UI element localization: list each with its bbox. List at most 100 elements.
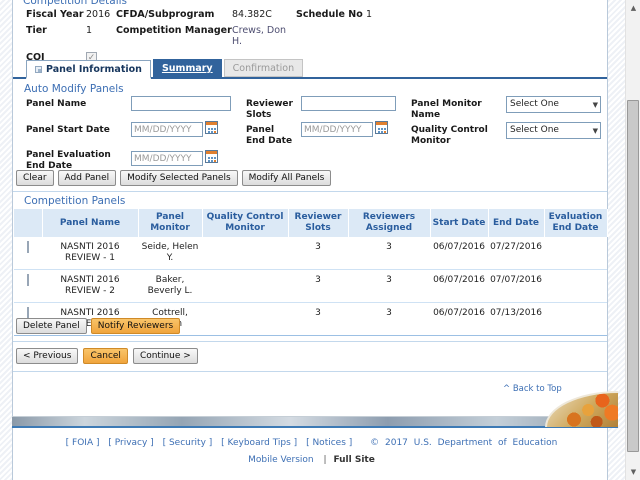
vertical-scrollbar[interactable]: ▲ ▼ <box>625 0 640 480</box>
auto-modify-heading: Auto Modify Panels <box>24 83 124 95</box>
continue-button[interactable]: Continue > <box>132 348 198 364</box>
previous-button[interactable]: < Previous <box>16 348 79 364</box>
reviewers-assigned-cell: 3 <box>348 237 430 270</box>
back-to-top-link[interactable]: ^ Back to Top <box>503 384 562 394</box>
panel-monitor-cell: Baker, Beverly L. <box>138 269 202 303</box>
tab-confirmation: Confirmation <box>223 59 304 77</box>
panel-name-input[interactable] <box>131 96 231 111</box>
tab-summary[interactable]: Summary <box>152 59 222 77</box>
full-site-label: Full Site <box>333 455 375 465</box>
reviewer-slots-header: Reviewer Slots <box>288 209 349 237</box>
notices-link[interactable]: [ Notices ] <box>306 438 353 448</box>
reviewers-assigned-cell: 3 <box>348 269 430 303</box>
panel-evaluation-end-date-label: Panel Evaluation End Date <box>26 150 111 171</box>
evaluation-end-date-cell <box>544 302 607 336</box>
tier-value: 1 <box>86 25 93 36</box>
quality-control-monitor-select-value: Select One <box>510 125 559 135</box>
privacy-link[interactable]: [ Privacy ] <box>108 438 154 448</box>
mobile-version-link[interactable]: Mobile Version <box>248 455 314 465</box>
reviewer-slots-label: Reviewer Slots <box>246 99 293 120</box>
end-date-header: End Date <box>488 209 545 237</box>
foia-link[interactable]: [ FOIA ] <box>65 438 100 448</box>
panel-monitor-header: Panel Monitor <box>138 209 203 237</box>
qc-monitor-header: Quality Control Monitor <box>202 209 289 237</box>
divider <box>13 341 607 342</box>
competition-manager-label: Competition Manager <box>116 25 232 36</box>
panel-monitor-name-label: Panel Monitor Name <box>411 99 482 120</box>
start-date-cell: 06/07/2016 <box>430 237 488 270</box>
reviewer-slots-cell: 3 <box>288 269 348 303</box>
panel-name-cell: NASNTI 2016 REVIEW - 1 <box>42 237 138 270</box>
calendar-icon[interactable] <box>205 150 218 163</box>
calendar-icon[interactable] <box>375 121 388 134</box>
qc-monitor-cell <box>202 302 288 336</box>
security-link[interactable]: [ Security ] <box>162 438 213 448</box>
quality-control-monitor-select[interactable]: Select One ▼ <box>506 122 601 139</box>
row-checkbox[interactable] <box>27 307 29 319</box>
scrollbar-thumb[interactable] <box>627 100 639 452</box>
tab-marker-icon <box>35 66 42 73</box>
reviewer-slots-cell: 3 <box>288 237 348 270</box>
details-row-2: Tier 1 Competition Manager Crews, Don H. <box>26 25 386 47</box>
row-checkbox[interactable] <box>27 274 29 286</box>
table-row: NASNTI 2016 REVIEW - 1 Seide, Helen Y. 3… <box>14 237 607 270</box>
row-checkbox[interactable] <box>27 241 29 253</box>
panel-evaluation-end-date-input[interactable] <box>131 151 203 166</box>
schedule-no-label: Schedule No <box>296 9 363 20</box>
start-date-cell: 06/07/2016 <box>430 269 488 303</box>
scroll-down-arrow-icon[interactable]: ▼ <box>626 464 640 480</box>
panel-end-date-input[interactable] <box>301 122 373 137</box>
competition-manager-value: Crews, Don H. <box>232 25 287 47</box>
add-panel-button[interactable]: Add Panel <box>57 170 117 186</box>
panel-end-date-label: Panel End Date <box>246 125 293 146</box>
wizard-navigation: < Previous Cancel Continue > <box>16 348 198 364</box>
qc-monitor-cell <box>202 269 288 303</box>
start-date-cell: 06/07/2016 <box>430 302 488 336</box>
scroll-up-arrow-icon[interactable]: ▲ <box>626 0 640 16</box>
divider <box>13 371 607 372</box>
end-date-cell: 07/13/2016 <box>488 302 544 336</box>
panel-monitor-select[interactable]: Select One ▼ <box>506 96 601 113</box>
copyright-text: © 2017 U.S. Department of Education <box>370 438 558 448</box>
table-actions: Delete Panel Notify Reviewers <box>16 318 181 334</box>
tab-panel-information[interactable]: Panel Information <box>26 60 151 79</box>
modify-selected-panels-button[interactable]: Modify Selected Panels <box>120 170 238 186</box>
footer-separator: | <box>323 455 327 465</box>
panel-start-date-input[interactable] <box>131 122 203 137</box>
qc-monitor-cell <box>202 237 288 270</box>
keyboard-tips-link[interactable]: [ Keyboard Tips ] <box>221 438 298 448</box>
decorative-wave-band <box>12 416 618 428</box>
end-date-cell: 07/27/2016 <box>488 237 544 270</box>
reviewers-assigned-cell: 3 <box>348 302 430 336</box>
clear-button[interactable]: Clear <box>16 170 54 186</box>
tier-label: Tier <box>26 25 47 36</box>
footer-site-row: Mobile Version | Full Site <box>13 455 607 465</box>
competition-details-heading: Competition Details <box>23 0 127 7</box>
panel-name-label: Panel Name <box>26 99 87 109</box>
evaluation-end-date-cell <box>544 237 607 270</box>
calendar-icon[interactable] <box>205 121 218 134</box>
reviewer-slots-input[interactable] <box>301 96 396 111</box>
cancel-button[interactable]: Cancel <box>83 348 128 364</box>
cfda-label: CFDA/Subprogram <box>116 9 215 20</box>
notify-reviewers-button[interactable]: Notify Reviewers <box>90 318 181 334</box>
modify-all-panels-button[interactable]: Modify All Panels <box>241 170 332 186</box>
divider <box>13 191 607 192</box>
panel-name-cell: NASNTI 2016 REVIEW - 2 <box>42 269 138 303</box>
evaluation-end-date-header: Evaluation End Date <box>544 209 608 237</box>
delete-panel-button[interactable]: Delete Panel <box>16 318 87 334</box>
competition-panels-heading: Competition Panels <box>24 195 126 207</box>
schedule-no-value: 1 <box>366 9 373 20</box>
table-row: NASNTI 2016 REVIEW - 2 Baker, Beverly L.… <box>14 269 607 303</box>
auto-modify-actions: Clear Add Panel Modify Selected Panels M… <box>16 170 332 186</box>
panel-start-date-label: Panel Start Date <box>26 125 110 135</box>
details-row-1: Fiscal Year 2016 CFDA/Subprogram 84.382C… <box>26 9 386 20</box>
select-column-header <box>14 209 43 237</box>
end-date-cell: 07/07/2016 <box>488 269 544 303</box>
quality-control-monitor-label: Quality Control Monitor <box>411 125 488 146</box>
fiscal-year-label: Fiscal Year <box>26 9 84 20</box>
panel-name-header: Panel Name <box>42 209 139 237</box>
fiscal-year-value: 2016 <box>86 9 111 20</box>
reviewers-assigned-header: Reviewers Assigned <box>348 209 431 237</box>
